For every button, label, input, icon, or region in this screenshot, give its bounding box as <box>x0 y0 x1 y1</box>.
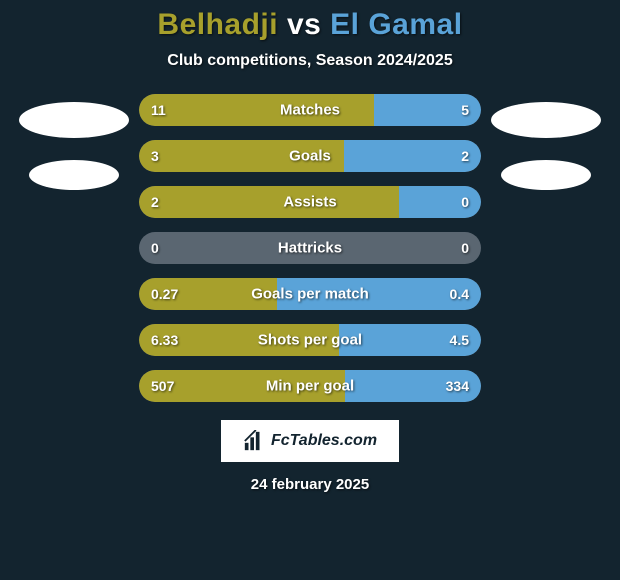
right-badges-column <box>481 94 611 212</box>
stat-left-value: 11 <box>151 102 166 118</box>
brand-logo: FcTables.com <box>221 420 399 462</box>
title-vs: vs <box>287 8 321 41</box>
left-badges-column <box>9 94 139 212</box>
stat-right-value: 2 <box>461 148 469 164</box>
stat-right-value: 334 <box>446 378 469 394</box>
player2-club-badge-2 <box>501 160 591 190</box>
footer-date: 24 february 2025 <box>251 476 369 493</box>
stat-label: Assists <box>283 194 336 211</box>
stat-bar: 11 5 Matches <box>139 94 481 126</box>
stat-bar: 0.27 0.4 Goals per match <box>139 278 481 310</box>
stat-right-value: 0 <box>461 240 469 256</box>
stats-area: 11 5 Matches 3 2 Goals 2 0 Assists 0 0 Hattricks 0.2… <box>0 94 620 402</box>
stat-label: Goals <box>289 148 331 165</box>
stat-bar: 3 2 Goals <box>139 140 481 172</box>
stat-bars-column: 11 5 Matches 3 2 Goals 2 0 Assists 0 0 Hattricks 0.2… <box>139 94 481 402</box>
stat-bar: 6.33 4.5 Shots per goal <box>139 324 481 356</box>
stat-left-value: 2 <box>151 194 159 210</box>
comparison-card: Belhadji vs El Gamal Club competitions, … <box>0 0 620 580</box>
stat-left-value: 0 <box>151 240 159 256</box>
player1-club-badge-2 <box>29 160 119 190</box>
stat-label: Min per goal <box>266 378 354 395</box>
stat-label: Shots per goal <box>258 332 362 349</box>
stat-left-value: 507 <box>151 378 174 394</box>
brand-text: FcTables.com <box>271 432 377 450</box>
player1-club-badge-1 <box>19 102 129 138</box>
stat-bar-left-segment <box>139 186 399 218</box>
stat-bar: 507 334 Min per goal <box>139 370 481 402</box>
stat-right-value: 0.4 <box>450 286 469 302</box>
stat-right-value: 0 <box>461 194 469 210</box>
stat-right-value: 5 <box>461 102 469 118</box>
stat-bar: 2 0 Assists <box>139 186 481 218</box>
bars-icon <box>243 430 265 452</box>
player2-club-badge-1 <box>491 102 601 138</box>
stat-label: Goals per match <box>251 286 369 303</box>
stat-left-value: 3 <box>151 148 159 164</box>
stat-left-value: 0.27 <box>151 286 178 302</box>
subtitle: Club competitions, Season 2024/2025 <box>167 52 452 70</box>
player2-name: El Gamal <box>330 8 462 41</box>
stat-left-value: 6.33 <box>151 332 178 348</box>
stat-label: Hattricks <box>278 240 342 257</box>
stat-right-value: 4.5 <box>450 332 469 348</box>
player1-name: Belhadji <box>157 8 278 41</box>
stat-label: Matches <box>280 102 340 119</box>
stat-bar: 0 0 Hattricks <box>139 232 481 264</box>
page-title: Belhadji vs El Gamal <box>157 8 462 42</box>
